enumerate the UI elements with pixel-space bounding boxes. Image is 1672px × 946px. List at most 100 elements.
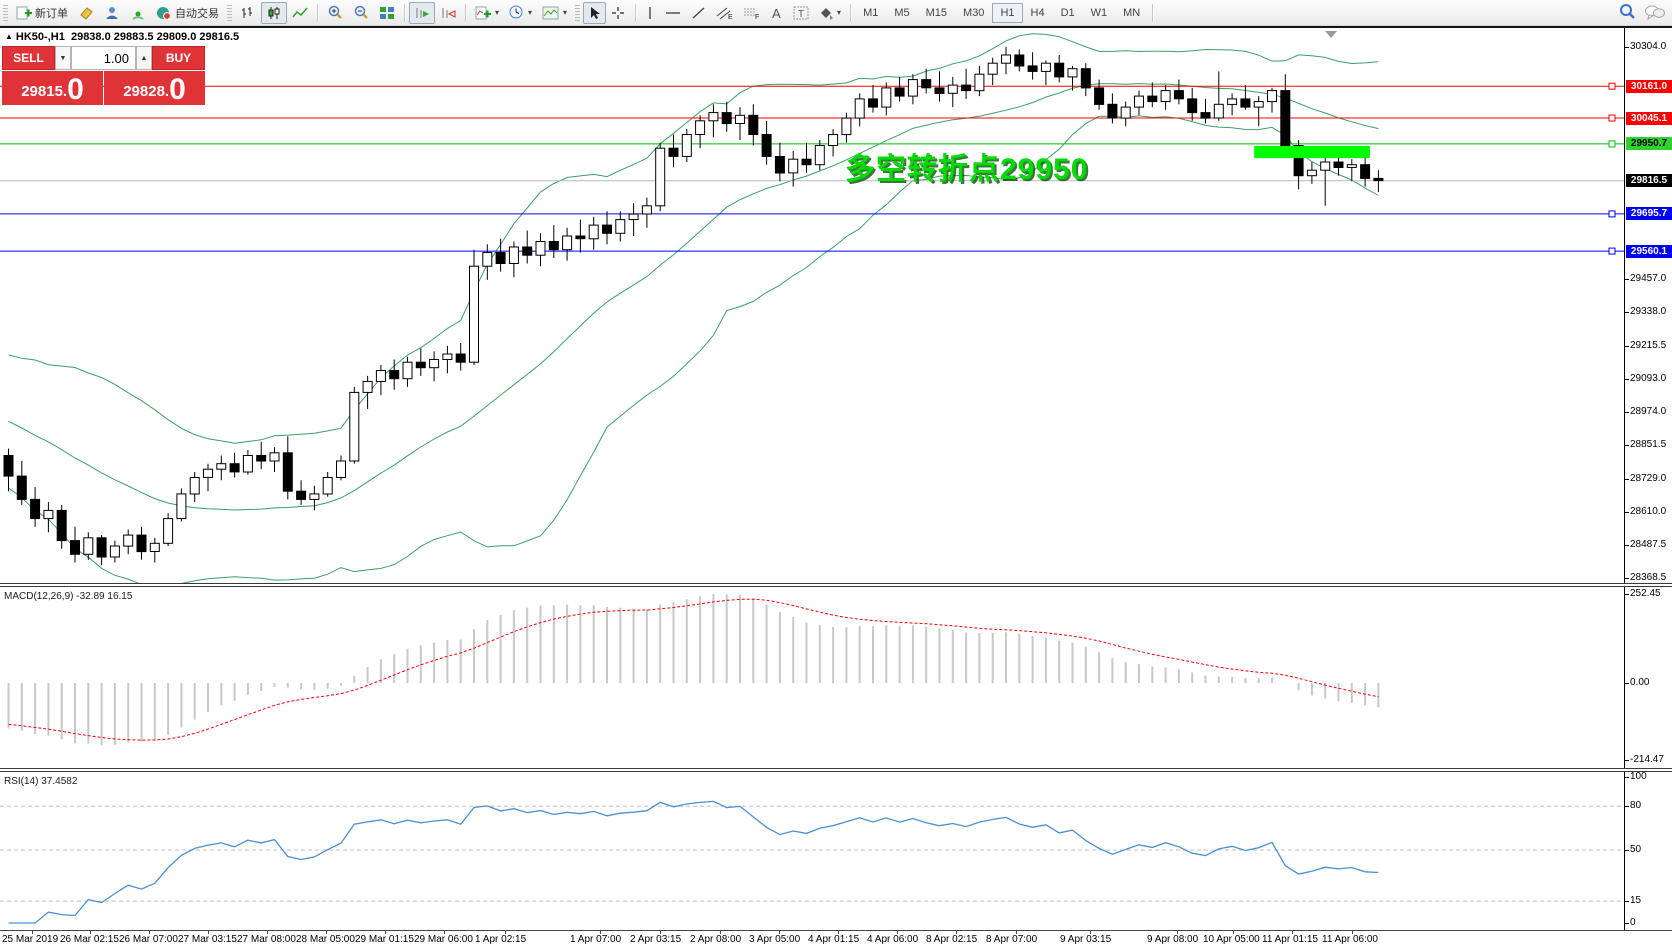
- volume-increase-button[interactable]: ▲: [136, 46, 152, 70]
- candle: [1120, 106, 1131, 119]
- price-tick-label: 28729.0: [1630, 473, 1667, 484]
- search-icon[interactable]: [1618, 3, 1636, 23]
- new-order-button[interactable]: 新订单: [11, 2, 73, 24]
- timeframe-button-h1[interactable]: H1: [992, 2, 1023, 23]
- time-axis-label: 2 Apr 08:00: [690, 934, 742, 945]
- candle: [695, 120, 706, 136]
- chart-shift-button[interactable]: [435, 2, 461, 24]
- time-axis: 25 Mar 2019 26 Mar 02:15 26 Mar 07:00 27 Ma…: [0, 930, 1672, 946]
- price-line-label[interactable]: 29816.5: [1626, 174, 1672, 187]
- toolbar-separator: [850, 3, 852, 22]
- autotrading-button[interactable]: 自动交易: [151, 2, 224, 24]
- cursor-button[interactable]: [583, 1, 607, 24]
- volume-decrease-button[interactable]: ▼: [55, 46, 71, 70]
- price-panel: ▲ HK50-,H1 29838.0 29883.5 29809.0 29816.…: [0, 28, 1672, 583]
- timeframe-button-m15[interactable]: M15: [925, 6, 948, 19]
- collapse-arrow-icon[interactable]: ▲: [5, 32, 13, 41]
- text-button[interactable]: A: [765, 2, 788, 24]
- bollinger-lower-band: [8, 115, 1379, 583]
- timeframe-button-m5[interactable]: M5: [894, 6, 910, 19]
- zoom-out-button[interactable]: [348, 2, 374, 24]
- timeframe-button-w1[interactable]: W1: [1090, 6, 1108, 19]
- zoom-in-button[interactable]: [322, 2, 348, 24]
- candle: [336, 460, 346, 478]
- timeframe-button-mn[interactable]: MN: [1123, 6, 1141, 19]
- timeframe-button-d1[interactable]: D1: [1060, 6, 1075, 19]
- time-tick: [838, 931, 839, 934]
- chart-text-annotation[interactable]: 多空转折点29950: [845, 153, 1089, 186]
- vertical-line-button[interactable]: [640, 2, 660, 24]
- signals-button[interactable]: [125, 2, 151, 24]
- fibonacci-button[interactable]: F: [738, 2, 765, 24]
- macd-plot[interactable]: [0, 587, 1624, 768]
- price-chart-plot[interactable]: [0, 28, 1624, 583]
- text-label-button[interactable]: T: [788, 2, 814, 24]
- periods-caret-icon: ▾: [528, 8, 533, 17]
- panel-separator[interactable]: [0, 583, 1672, 587]
- volume-input[interactable]: 1.00: [71, 46, 136, 70]
- macd-panel: MACD(12,26,9) -32.89 16.15 252.45 0.00 -21…: [0, 587, 1672, 768]
- indicators-button[interactable]: ▾: [470, 2, 504, 24]
- buy-button[interactable]: BUY: [152, 46, 205, 70]
- macd-tick-label: -214.47: [1630, 754, 1664, 765]
- candle: [1240, 98, 1251, 108]
- candle: [575, 235, 586, 240]
- candle: [16, 475, 27, 500]
- panel-separator[interactable]: [0, 768, 1672, 772]
- periods-button[interactable]: ▾: [504, 2, 537, 24]
- shapes-button[interactable]: ▾: [814, 2, 846, 24]
- candle: [415, 361, 426, 369]
- price-line-label[interactable]: 30045.1: [1626, 112, 1672, 125]
- line-chart-button[interactable]: [287, 2, 313, 24]
- candle: [136, 534, 147, 553]
- toolbar-grip[interactable]: [3, 4, 8, 21]
- horizontal-line-button[interactable]: [660, 2, 686, 24]
- time-axis-label: 2 Apr 03:15: [630, 934, 682, 945]
- toolbar-separator: [465, 3, 466, 22]
- community-button[interactable]: [99, 2, 125, 24]
- rsi-plot[interactable]: [0, 772, 1624, 930]
- timeframe-button-m1[interactable]: M1: [863, 6, 879, 19]
- trendline-button[interactable]: [686, 2, 711, 24]
- rsi-tick-label: 15: [1630, 895, 1642, 906]
- one-click-trading-panel: SELL ▼ 1.00 ▲ BUY 29815. 0 29828. 0: [2, 46, 205, 105]
- buy-price-display[interactable]: 29828. 0: [104, 71, 205, 105]
- price-line-label[interactable]: 29950.7: [1626, 137, 1672, 150]
- equidistant-channel-button[interactable]: E: [711, 2, 738, 24]
- sell-price-display[interactable]: 29815. 0: [2, 71, 103, 105]
- candlestick-chart-icon: [266, 6, 282, 20]
- time-axis-label: 9 Apr 03:15: [1060, 934, 1112, 945]
- auto-scroll-button[interactable]: [409, 1, 435, 24]
- price-line-label[interactable]: 29560.1: [1626, 245, 1672, 258]
- candle: [1014, 54, 1025, 67]
- tile-windows-button[interactable]: [374, 2, 400, 24]
- crosshair-button[interactable]: [606, 2, 631, 24]
- timeframe-button-m30[interactable]: M30: [963, 6, 985, 19]
- candle: [402, 361, 413, 380]
- chat-icon[interactable]: [1644, 4, 1666, 23]
- candle: [1346, 164, 1357, 168]
- price-tick: [1625, 47, 1629, 48]
- timeframe-button-h4[interactable]: H4: [1030, 6, 1045, 19]
- styler-button[interactable]: [73, 2, 99, 24]
- toolbar-grip[interactable]: [227, 4, 232, 21]
- templates-button[interactable]: ▾: [537, 2, 572, 24]
- time-axis-label: 10 Apr 05:00: [1203, 934, 1260, 945]
- candle: [375, 370, 386, 382]
- bar-chart-button[interactable]: [235, 2, 261, 24]
- candle: [868, 98, 878, 108]
- price-line-label[interactable]: 29695.7: [1626, 207, 1672, 220]
- sell-button[interactable]: SELL: [2, 46, 55, 70]
- candle: [961, 84, 972, 92]
- candle: [907, 79, 918, 97]
- time-axis-label: 27 Mar 08:00: [237, 934, 296, 945]
- candlestick-chart-button[interactable]: [261, 1, 287, 24]
- candle: [881, 87, 892, 108]
- candle: [921, 79, 932, 89]
- rsi-line: [8, 800, 1379, 924]
- toolbar-grip[interactable]: [575, 4, 581, 21]
- price-tick-label: 29093.0: [1630, 373, 1667, 384]
- indicators-caret-icon: ▾: [495, 8, 500, 17]
- autotrading-label: 自动交易: [175, 7, 219, 20]
- price-line-label[interactable]: 30161.0: [1626, 80, 1672, 93]
